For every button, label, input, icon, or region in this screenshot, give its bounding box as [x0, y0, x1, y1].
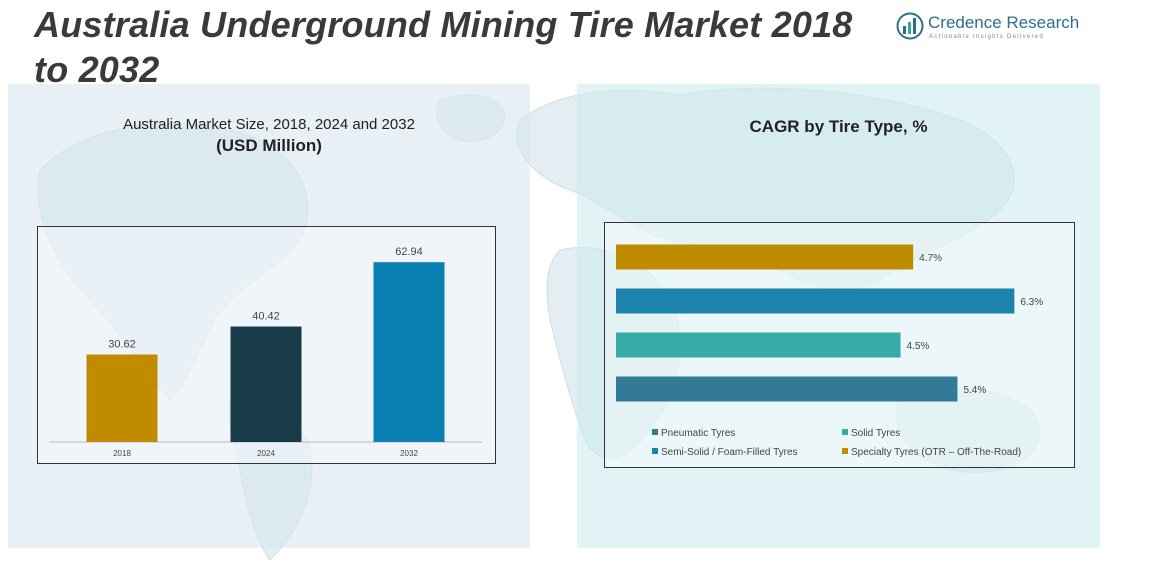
- value-label-solid-tyres: 4.5%: [907, 341, 930, 352]
- legend-item: Specialty Tyres (OTR – Off-The-Road): [842, 447, 1021, 458]
- market-size-subtitle: Australia Market Size, 2018, 2024 and 20…: [123, 116, 415, 133]
- bar-pneumatic-tyres: [616, 376, 958, 402]
- value-label-pneumatic-tyres: 5.4%: [963, 385, 986, 396]
- market-size-bar-chart: 30.62 2018 40.42 2024 62.94 2032: [49, 246, 482, 458]
- bar-2032: [373, 262, 445, 442]
- legend-swatch: [652, 429, 658, 436]
- logo-name: Credence Research: [928, 13, 1080, 32]
- legend-swatch: [842, 429, 848, 436]
- value-label-semi-solid-foam-filled-tyres: 6.3%: [1020, 297, 1043, 308]
- legend-item: Pneumatic Tyres: [652, 428, 735, 439]
- bar-solid-tyres: [616, 332, 901, 358]
- legend-label: Pneumatic Tyres: [661, 428, 736, 439]
- page-title: Australia Underground Mining Tire Market…: [34, 4, 853, 90]
- value-label-specialty-tyres-otr-off-the-road: 4.7%: [919, 253, 942, 264]
- bar-specialty-tyres-otr-off-the-road: [616, 244, 914, 270]
- credence-research-logo: Credence Research Actionable Insights De…: [896, 12, 1086, 46]
- market-size-unit: (USD Million): [216, 136, 322, 155]
- bar-semi-solid-foam-filled-tyres: [616, 288, 1015, 314]
- legend-swatch: [652, 448, 658, 455]
- legend-label: Semi-Solid / Foam-Filled Tyres: [661, 447, 798, 458]
- value-label-2018: 30.62: [108, 339, 136, 351]
- tick-label-2032: 2032: [400, 449, 418, 458]
- bar-2018: [86, 354, 158, 442]
- cagr-panel: [577, 84, 1100, 548]
- legend-item: Solid Tyres: [842, 428, 900, 439]
- tick-label-2018: 2018: [113, 449, 131, 458]
- legend-swatch: [842, 448, 848, 455]
- tick-label-2024: 2024: [257, 449, 275, 458]
- legend-item: Semi-Solid / Foam-Filled Tyres: [652, 447, 798, 458]
- logo-tagline: Actionable Insights Delivered: [929, 34, 1045, 40]
- cagr-legend: Pneumatic Tyres Solid Tyres Semi-Solid / F…: [652, 428, 1072, 464]
- value-label-2024: 40.42: [252, 311, 280, 323]
- value-label-2032: 62.94: [395, 246, 423, 258]
- legend-label: Specialty Tyres (OTR – Off-The-Road): [851, 447, 1022, 458]
- cagr-title: CAGR by Tire Type, %: [749, 117, 928, 136]
- bar-2024: [230, 326, 302, 442]
- bar-chart-logo-icon: [896, 12, 924, 40]
- cagr-horizontal-bar-chart: 4.7% 6.3% 4.5% 5.4%: [616, 244, 1043, 402]
- legend-label: Solid Tyres: [851, 428, 901, 439]
